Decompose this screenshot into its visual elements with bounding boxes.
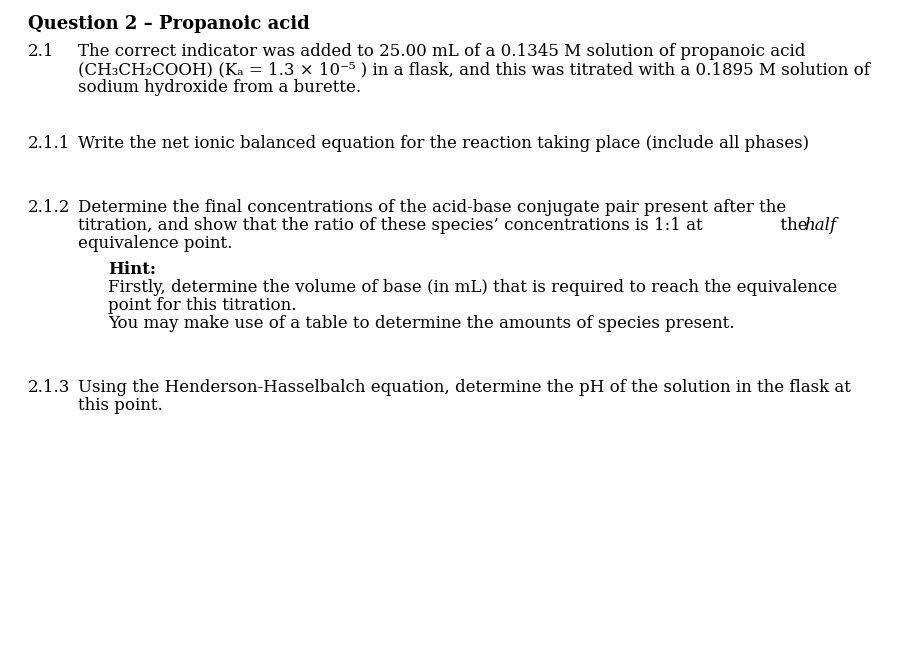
Text: Question 2 – Propanoic acid: Question 2 – Propanoic acid xyxy=(28,15,310,33)
Text: You may make use of a table to determine the amounts of species present.: You may make use of a table to determine… xyxy=(108,315,735,332)
Text: equivalence point.: equivalence point. xyxy=(78,235,232,252)
Text: the: the xyxy=(770,217,808,234)
Text: (CH₃CH₂COOH) (Kₐ = 1.3 × 10⁻⁵ ) in a flask, and this was titrated with a 0.1895 : (CH₃CH₂COOH) (Kₐ = 1.3 × 10⁻⁵ ) in a fla… xyxy=(78,61,870,78)
Text: point for this titration.: point for this titration. xyxy=(108,297,296,314)
Text: this point.: this point. xyxy=(78,397,163,414)
Text: Using the Henderson-Hasselbalch equation, determine the pH of the solution in th: Using the Henderson-Hasselbalch equation… xyxy=(78,379,851,396)
Text: Hint:: Hint: xyxy=(108,261,156,278)
Text: 2.1.3: 2.1.3 xyxy=(28,379,70,396)
Text: sodium hydroxide from a burette.: sodium hydroxide from a burette. xyxy=(78,79,361,96)
Text: 2.1.1: 2.1.1 xyxy=(28,135,70,152)
Text: Determine the final concentrations of the acid-base conjugate pair present after: Determine the final concentrations of th… xyxy=(78,199,786,216)
Text: half: half xyxy=(804,217,837,234)
Text: Firstly, determine the volume of base (in mL) that is required to reach the equi: Firstly, determine the volume of base (i… xyxy=(108,279,837,296)
Text: Write the net ionic balanced equation for the reaction taking place (include all: Write the net ionic balanced equation fo… xyxy=(78,135,809,152)
Text: titration, and show that the ratio of these species’ concentrations is 1:1 at: titration, and show that the ratio of th… xyxy=(78,217,708,234)
Text: 2.1: 2.1 xyxy=(28,43,55,60)
Text: 2.1.2: 2.1.2 xyxy=(28,199,70,216)
Text: The correct indicator was added to 25.00 mL of a 0.1345 M solution of propanoic : The correct indicator was added to 25.00… xyxy=(78,43,805,60)
